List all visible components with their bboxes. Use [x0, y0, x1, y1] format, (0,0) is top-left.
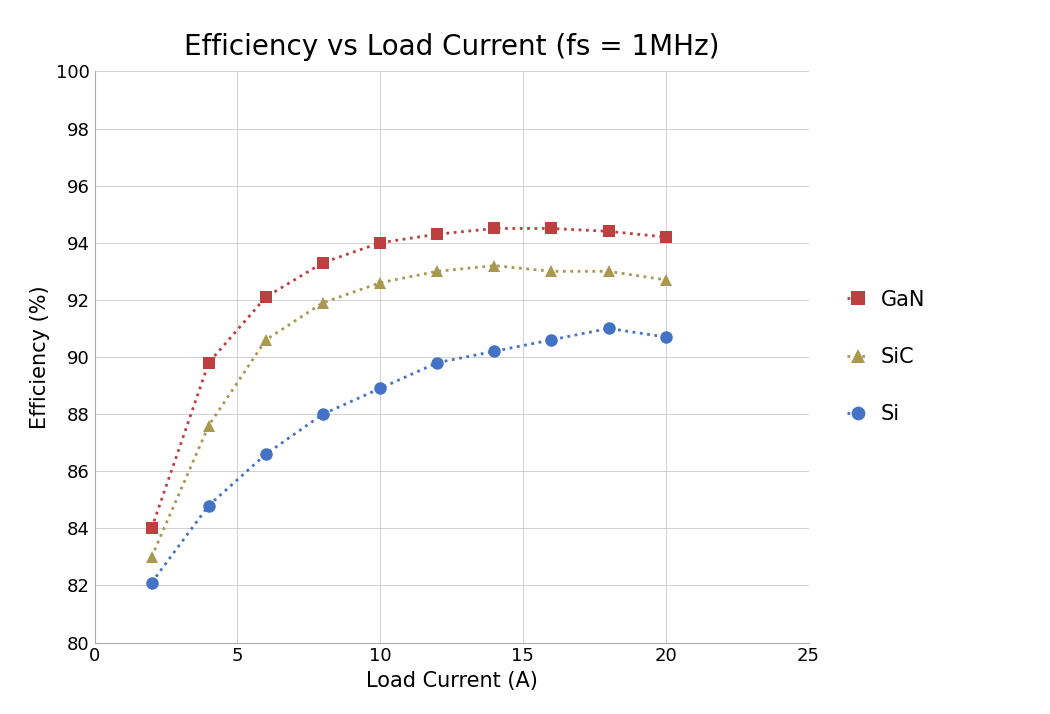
Si — [317, 410, 330, 418]
GaN — [259, 293, 272, 301]
GaN — [430, 230, 443, 238]
SiC — [145, 553, 158, 561]
GaN — [659, 233, 672, 241]
Legend: GaN, SiC, Si: GaN, SiC, Si — [847, 289, 925, 425]
Si — [374, 384, 386, 393]
Si — [430, 358, 443, 367]
Y-axis label: Efficiency (%): Efficiency (%) — [30, 285, 50, 429]
SiC — [430, 267, 443, 276]
GaN — [545, 224, 558, 233]
SiC — [374, 278, 386, 287]
SiC — [259, 336, 272, 344]
GaN — [374, 238, 386, 247]
GaN — [203, 358, 215, 367]
SiC — [603, 267, 615, 276]
SiC — [317, 298, 330, 307]
GaN — [488, 224, 501, 233]
Si — [259, 450, 272, 458]
Si — [488, 347, 501, 356]
Line: GaN: GaN — [145, 222, 672, 535]
SiC — [659, 276, 672, 284]
GaN — [145, 524, 158, 533]
Si — [659, 333, 672, 341]
Si — [203, 501, 215, 510]
X-axis label: Load Current (A): Load Current (A) — [365, 671, 538, 691]
Title: Efficiency vs Load Current (fs = 1MHz): Efficiency vs Load Current (fs = 1MHz) — [184, 33, 719, 61]
Line: SiC: SiC — [145, 259, 672, 563]
SiC — [545, 267, 558, 276]
Si — [545, 336, 558, 344]
Si — [145, 578, 158, 587]
SiC — [488, 261, 501, 270]
GaN — [317, 258, 330, 267]
Line: Si: Si — [145, 322, 672, 589]
GaN — [603, 227, 615, 236]
Si — [603, 324, 615, 333]
SiC — [203, 421, 215, 430]
